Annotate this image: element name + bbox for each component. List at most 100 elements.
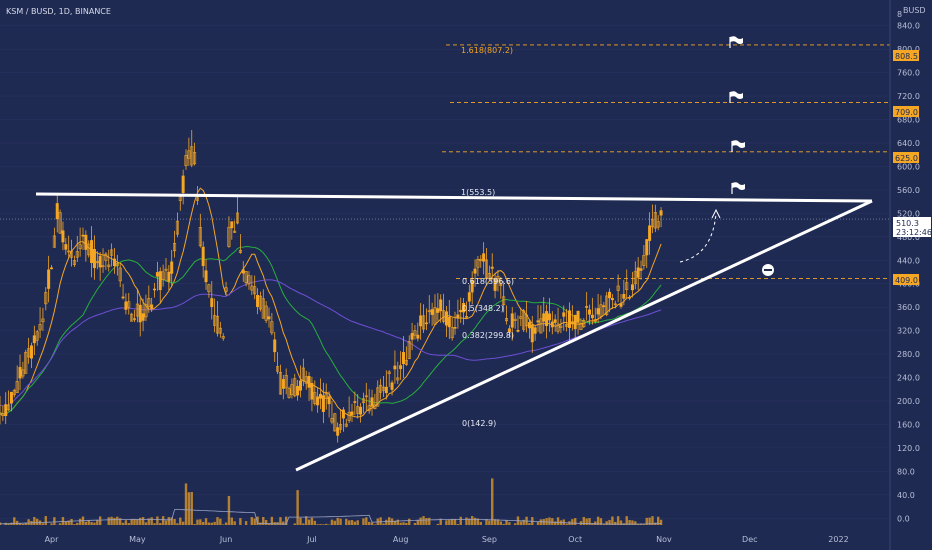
resistance-trendline <box>35 192 873 203</box>
volume-bar <box>408 518 411 525</box>
level-tag-709: 709.0 <box>893 106 919 117</box>
volume-bar <box>594 521 597 525</box>
volume-bar <box>310 517 314 525</box>
candle-body <box>304 376 308 384</box>
candle-body <box>319 393 323 399</box>
candle-body <box>44 292 48 305</box>
volume-bar <box>196 519 199 525</box>
candle-body <box>215 315 219 334</box>
volume-bar <box>18 522 22 525</box>
candle-body <box>224 287 228 292</box>
volume-bar <box>244 521 248 525</box>
volume-bar <box>347 520 351 525</box>
volume-bar <box>605 521 608 525</box>
y-tick-label: 640.0 <box>897 139 920 148</box>
candle-body <box>32 335 36 344</box>
volume-bar <box>362 518 365 525</box>
volume-bar <box>591 523 594 525</box>
volume-bar <box>36 518 39 525</box>
volume-bar <box>282 521 285 525</box>
y-tick-label: 160.0 <box>897 420 920 429</box>
volume-bar <box>370 522 374 525</box>
candle-body <box>513 318 517 321</box>
volume-bar <box>7 523 10 525</box>
volume-bar <box>264 520 268 525</box>
candle-body <box>336 427 340 436</box>
candle-body <box>373 404 377 409</box>
volume-bar <box>505 520 508 525</box>
x-tick-label: Aug <box>393 535 409 544</box>
volume-bar <box>58 523 62 525</box>
candle-body <box>487 272 491 280</box>
volume-bar <box>448 519 451 525</box>
candle-body <box>359 406 363 415</box>
level-tag-808: 808.5 <box>893 50 919 61</box>
volume-bar <box>350 520 354 525</box>
volume-bar <box>416 520 420 525</box>
volume-bar <box>422 516 425 525</box>
volume-bar <box>339 518 342 525</box>
volume-bar <box>493 519 497 525</box>
candle-body <box>321 395 325 412</box>
volume-bar <box>614 521 617 525</box>
volume-bar <box>425 518 428 525</box>
volume-bar <box>333 520 337 525</box>
candle-body <box>530 324 534 343</box>
volume-bar <box>153 523 156 525</box>
volume-bar <box>207 522 211 525</box>
volume-bar <box>508 522 511 525</box>
candle-body <box>407 341 411 360</box>
fib-1618-label: 1.618(807.2) <box>461 46 513 55</box>
x-tick-label: Jun <box>219 535 233 544</box>
volume-bar <box>336 517 339 525</box>
volume-bar <box>499 521 503 525</box>
candle-body <box>462 302 466 313</box>
candle-body <box>527 322 531 329</box>
candle-body <box>610 298 614 301</box>
candle-body <box>270 321 274 334</box>
candle-body <box>393 365 397 370</box>
candle-body <box>570 321 574 324</box>
x-tick-label: Sep <box>482 535 497 544</box>
volume-bar <box>250 517 254 525</box>
volume-bar <box>367 521 371 525</box>
volume-bar <box>551 518 554 525</box>
volume-bar <box>307 519 311 525</box>
candle-body <box>376 387 380 407</box>
candle-body <box>387 371 391 374</box>
candle-body <box>21 369 25 377</box>
candle-body <box>0 412 2 415</box>
x-tick-label: May <box>129 535 146 544</box>
volume-bar <box>545 518 548 525</box>
candle-body <box>29 345 33 359</box>
curved-arrow-head <box>711 208 721 219</box>
candle-body <box>344 423 348 427</box>
volume-bar <box>201 521 205 525</box>
candle-body <box>264 305 268 321</box>
volume-bar <box>548 517 551 525</box>
volume-bar <box>628 519 631 525</box>
volume-bar <box>456 524 460 525</box>
volume-bar <box>428 517 431 525</box>
candle-body <box>639 268 643 271</box>
volume-bar <box>611 516 614 525</box>
candle-body <box>413 330 417 336</box>
volume-bar <box>602 524 606 525</box>
candle-body <box>261 298 265 319</box>
volume-bar <box>582 516 585 525</box>
volume-bar <box>588 518 591 525</box>
x-tick-label: Jul <box>306 535 317 544</box>
candle-body <box>427 310 431 313</box>
volume-bar <box>488 520 491 525</box>
candle-body <box>133 318 137 321</box>
volume-bar <box>356 520 359 525</box>
candle-body <box>124 301 128 310</box>
candle-body <box>567 310 571 328</box>
y-tick-label: 840.0 <box>897 22 920 31</box>
candle-body <box>333 413 337 432</box>
candle-body <box>476 258 480 268</box>
volume-bar <box>382 523 385 525</box>
volume-bar <box>399 522 402 525</box>
candle-body <box>450 327 454 339</box>
